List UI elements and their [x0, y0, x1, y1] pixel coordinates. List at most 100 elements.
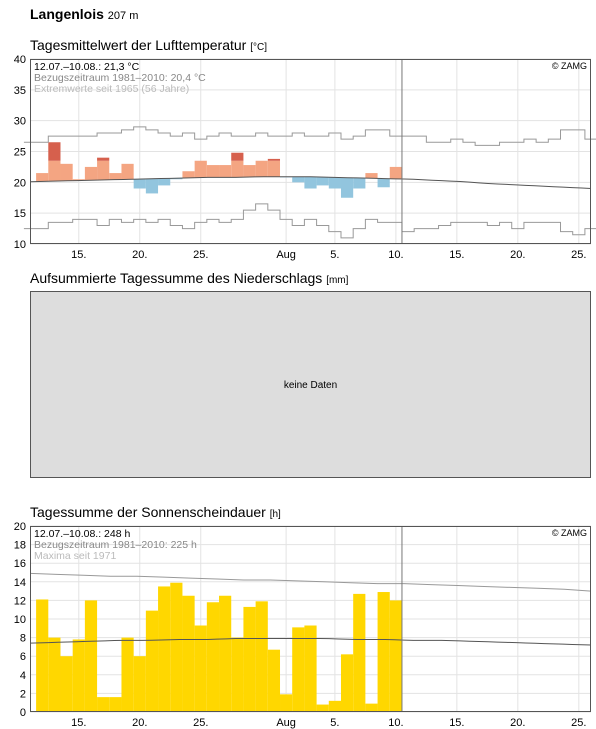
temperature-bar — [109, 173, 122, 180]
sun-x-tick-label: 25. — [193, 717, 208, 729]
sun-x-tick-label: 10. — [388, 717, 403, 729]
sunshine-bar — [145, 610, 159, 712]
sun-chart: 0 2 4 6 8 10 12 14 16 18 20 15. 20. 25. Aug 5. 10. 15. 20.… — [14, 521, 592, 729]
temp-info-line: Bezugszeitraum 1981–2010: 20,4 °C — [34, 72, 206, 84]
temperature-bar-extreme — [267, 158, 281, 161]
temperature-bar — [243, 165, 256, 178]
temp-y-tick-label: 30 — [14, 116, 26, 128]
sun-x-tick-label: 15. — [71, 717, 86, 729]
sunshine-bar — [60, 656, 73, 712]
sunshine-bar — [243, 606, 256, 712]
temperature-bar — [182, 171, 195, 178]
sunshine-maxima-line — [29, 572, 592, 592]
temp-info-line: 12.07.–10.08.: 21,3 °C — [34, 61, 140, 73]
precipitation-title-text: Aufsummierte Tagessumme des Niederschlag… — [30, 270, 323, 286]
sun-x-tick-label: Aug — [276, 717, 296, 729]
sun-frame — [30, 526, 591, 712]
temperature-bar-cool — [328, 177, 341, 189]
temp-y-tick-label: 40 — [14, 54, 26, 66]
temperature-bar — [121, 163, 134, 180]
sunshine-bar — [267, 649, 281, 712]
sunshine-bar — [353, 593, 366, 712]
sun-x-tick-label: 25. — [571, 717, 586, 729]
precipitation-title: Aufsummierte Tagessumme des Niederschlag… — [30, 270, 348, 286]
temperature-unit: [°C] — [250, 42, 267, 53]
temperature-bar — [72, 179, 85, 181]
sun-source-label: © ZAMG — [552, 528, 587, 538]
precipitation-chart-empty: keine Daten — [30, 291, 591, 478]
temperature-bar — [267, 160, 281, 177]
sunshine-bar — [231, 637, 244, 712]
temperature-bar — [36, 173, 49, 182]
temperature-bar — [255, 160, 268, 177]
temperature-maximum-line — [23, 126, 596, 146]
station-header: Langenlois 207 m — [30, 6, 138, 22]
temperature-bar-cool — [158, 178, 171, 186]
temp-y-tick-label: 25 — [14, 147, 26, 159]
sun-y-tick-label: 4 — [20, 670, 26, 682]
sun-y-tick-label: 12 — [14, 595, 26, 607]
sunshine-title-text: Tagessumme der Sonnenscheindauer — [30, 504, 266, 520]
sun-y-tick-label: 16 — [14, 558, 26, 570]
temp-x-tick-label: 20. — [510, 249, 525, 261]
temperature-bar — [231, 160, 244, 178]
temperature-bar-extreme — [48, 142, 61, 161]
sunshine-bar — [340, 654, 354, 712]
sunshine-bar — [72, 639, 85, 712]
sunshine-bar — [206, 602, 220, 712]
temp-x-tick-label: 15. — [449, 249, 464, 261]
temperature-bar-cool — [316, 177, 329, 186]
sunshine-title: Tagessumme der Sonnenscheindauer [h] — [30, 504, 281, 520]
sunshine-bar — [170, 582, 183, 712]
sun-x-tick-label: 20. — [510, 717, 525, 729]
sunshine-bar — [84, 600, 98, 712]
temperature-bar — [84, 166, 98, 181]
temperature-title: Tagesmittelwert der Lufttemperatur [°C] — [30, 37, 267, 53]
sunshine-bar — [97, 697, 110, 712]
temperature-bar — [389, 166, 402, 179]
sunshine-bar — [133, 656, 146, 712]
temp-chart: 10 15 20 25 30 35 40 15. 20. 25. Aug 5. 10. 15. 20. 25.… — [14, 54, 596, 261]
temperature-bar-cool — [145, 178, 159, 194]
sunshine-bar — [389, 600, 402, 712]
sunshine-bar — [377, 592, 390, 712]
temp-y-tick-label: 15 — [14, 208, 26, 220]
temperature-bar — [194, 160, 207, 178]
sun-climate-mean-line — [29, 638, 592, 646]
temp-y-tick-label: 10 — [14, 239, 26, 251]
temperature-bar — [48, 160, 61, 182]
temp-info-line: Extremwerte seit 1965 (56 Jahre) — [34, 83, 189, 95]
sunshine-bar — [304, 625, 317, 712]
sun-y-tick-label: 8 — [20, 633, 26, 645]
sunshine-bar — [328, 700, 341, 712]
sunshine-bar — [292, 627, 305, 712]
temp-x-tick-label: Aug — [276, 249, 296, 261]
sun-y-tick-label: 20 — [14, 521, 26, 533]
temp-x-tick-label: 25. — [193, 249, 208, 261]
temp-y-tick-label: 20 — [14, 177, 26, 189]
temperature-bar-cool — [292, 176, 305, 183]
temp-source-label: © ZAMG — [552, 61, 587, 71]
sunshine-bar — [182, 595, 195, 712]
sun-y-tick-label: 18 — [14, 540, 26, 552]
no-data-label: keine Daten — [283, 380, 338, 391]
sun-x-tick-label: 15. — [449, 717, 464, 729]
temperature-minimum-line — [23, 203, 596, 239]
temperature-bar — [365, 173, 378, 179]
temperature-bar — [219, 165, 232, 178]
sun-y-tick-label: 6 — [20, 651, 26, 663]
temp-frame — [30, 59, 591, 244]
station-altitude: 207 m — [107, 10, 139, 22]
temperature-bar-extreme — [231, 152, 244, 161]
temperature-bar-cool — [340, 177, 354, 198]
sun-x-tick-label: 20. — [132, 717, 147, 729]
station-name: Langenlois — [30, 6, 104, 22]
temperature-bar-cool — [170, 178, 183, 180]
sunshine-bar — [158, 586, 171, 712]
sun-y-tick-label: 2 — [20, 688, 26, 700]
sun-y-tick-label: 10 — [14, 614, 26, 626]
sun-y-tick-label: 0 — [20, 707, 26, 719]
temperature-bar — [206, 165, 220, 178]
temp-x-tick-label: 5. — [330, 249, 339, 261]
sunshine-bar — [121, 637, 134, 712]
